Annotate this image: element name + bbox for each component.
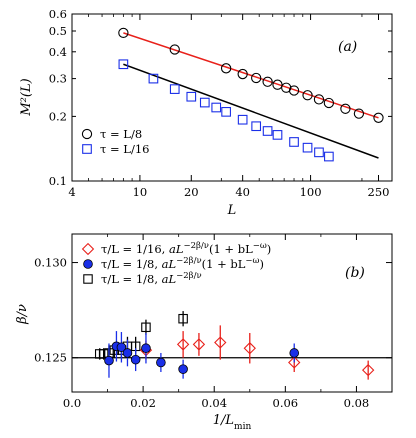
panel-a-series-l-16 [118,59,334,162]
panel-a-ylabel: M²(L) [19,78,34,116]
panel-b-point [122,348,133,358]
panel-b-point [141,322,151,333]
panel-a-point [302,142,313,153]
panel-a-data-points [118,27,384,162]
panel-a-point [221,106,231,117]
panel-a-point [220,63,232,74]
panel-b-legend: τ/L = 1/16, aL−2β/ν(1 + bL−ω)τ/L = 1/8, … [81,241,271,286]
panel-b-legend-marker [83,274,93,284]
panel-a-legend-marker [82,144,92,154]
panel-b-point [288,356,301,369]
panel-b-point [289,348,300,358]
panel-a-point [302,90,313,101]
panel-a-point [314,147,324,158]
panel-a-point [148,73,159,84]
panel-a-point [199,97,210,108]
panel-a-fit-line-l-8 [123,32,379,119]
panel-b-point [176,338,190,351]
panel-a-y-tick-label: 0.4 [49,45,67,59]
panel-a-point [251,72,262,84]
panel-a-point [288,85,300,96]
panel-a-point [272,130,283,140]
panel-a-legend-label: τ = L/16 [100,142,149,156]
panel-b-series-diamond-open [139,325,375,380]
panel-b-y-tick-label: 0.130 [34,256,67,270]
panel-b-x-tick-label: 0.06 [273,396,299,410]
panel-a-y-tick-label: 0.2 [49,109,67,123]
panel-b-point [156,357,166,368]
panel-b-point [192,338,206,351]
panel-b-ticks: 0.0 0.02 0.04 0.06 0.08 0.125 0.130 [34,234,392,410]
panel-a-xlabel: L [227,203,237,218]
panel-a-series-l-8 [118,27,384,123]
panel-a-fit-line-l-16 [123,63,379,159]
panel-a-point [237,68,248,80]
panel-b-point [178,364,188,374]
panel-b-legend-label: τ/L = 1/8, aL−2β/ν [101,271,202,286]
panel-a-point [323,97,335,109]
panel-b: 0.0 0.02 0.04 0.06 0.08 0.125 0.130 (b) τ/L = … [15,233,393,432]
panel-a-legend-label: τ = L/8 [100,127,142,141]
panel-a-x-tick-label: 4 [68,185,75,199]
panel-a-point [324,151,334,162]
panel-b-label: (b) [345,265,365,281]
panel-b-data-points [94,311,375,380]
panel-b-point [98,349,109,359]
panel-a-label: (a) [338,39,357,55]
panel-a-point [251,121,262,132]
panel-b-point [243,342,256,355]
panel-a-x-tick-label: 20 [184,185,199,199]
panel-a-point [289,137,299,147]
panel-b-point [361,363,375,377]
panel-a-y-tick-label: 0.5 [49,24,67,38]
panel-a-point [373,112,384,123]
panel-a-fit-lines [123,32,379,159]
panel-b-y-tick-label: 0.125 [34,351,67,365]
panel-b-legend-marker [81,242,95,256]
panel-b-point [178,313,188,324]
panel-a-point [313,94,325,105]
panel-b-point [130,354,141,365]
panel-b-legend-marker [83,259,93,269]
panel-b-legend-label: τ/L = 1/16, aL−2β/ν(1 + bL−ω) [101,241,271,256]
panel-b-x-tick-label: 0.04 [201,396,227,410]
panel-a-point [340,103,351,114]
panel-a-point [169,84,180,94]
panel-a-y-tick-label: 0.1 [49,174,67,188]
panel-a: 4 10 20 40 100 250 0.1 0.2 0.3 0.4 0.5 0.6 (a) τ = … [19,7,393,218]
panel-a-y-tick-label: 0.3 [49,72,67,86]
panel-a-x-tick-label: 250 [368,185,390,199]
panel-b-point [116,342,127,353]
panel-a-legend: τ = L/8τ = L/16 [81,127,149,156]
panel-a-point [118,59,129,70]
panel-a-x-tick-label: 40 [235,185,250,199]
panel-a-y-tick-label: 0.6 [49,7,67,21]
panel-b-x-tick-label: 0.02 [130,396,156,410]
panel-b-xlabel: 1/Lmin [213,413,252,432]
panel-b-legend-label: τ/L = 1/8, aL−2β/ν(1 + bL−ω) [101,256,264,271]
panel-a-frame [71,13,393,182]
panel-a-point [353,108,365,119]
panel-b-series-circle-filled [104,331,300,379]
panel-b-frame [71,233,393,393]
panel-a-point [262,76,273,87]
panel-a-x-tick-label: 100 [300,185,322,199]
panel-a-point [237,114,248,125]
panel-b-x-tick-label: 0.08 [344,396,370,410]
panel-a-point [118,27,129,39]
panel-a-point [211,102,222,113]
panel-b-point [104,355,114,366]
panel-b-ylabel: β/ν [15,304,30,325]
panel-a-legend-marker [81,128,93,140]
panel-a-point [281,82,292,93]
panel-b-x-tick-label: 0.0 [63,396,81,410]
panel-a-point [262,126,273,136]
panel-a-point [186,91,197,102]
panel-a-x-tick-label: 10 [133,185,148,199]
panel-a-point [169,44,180,55]
panel-b-point [214,336,227,349]
panel-b-point [141,343,151,354]
